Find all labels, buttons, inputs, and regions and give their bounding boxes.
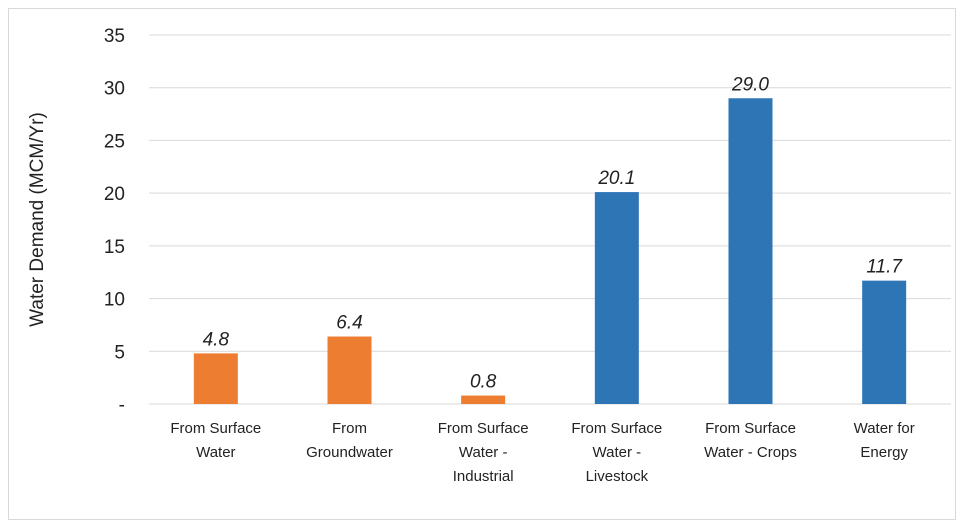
bars bbox=[193, 98, 907, 404]
data-labels: 4.8 6.4 0.8 20.1 29.0 11.7 bbox=[203, 74, 904, 392]
y-tick-label: 15 bbox=[104, 237, 125, 258]
x-tick-label-line: From Surface bbox=[438, 420, 529, 437]
x-tick-label-line: Water - bbox=[593, 444, 642, 461]
x-tick-label-line: From bbox=[332, 420, 367, 437]
x-tick-label-line: Industrial bbox=[453, 468, 514, 485]
y-tick-label: 30 bbox=[104, 79, 125, 100]
bar-chart: - 5 10 15 20 25 30 35 4.8 6.4 0.8 20.1 29.0 11.7 Fro… bbox=[27, 26, 951, 485]
x-tick-label-line: From Surface bbox=[170, 420, 261, 437]
bar bbox=[461, 395, 506, 404]
bar bbox=[193, 353, 238, 404]
x-tick-label: From Surface Water - Crops bbox=[704, 420, 797, 461]
data-label: 20.1 bbox=[597, 168, 635, 189]
data-label: 0.8 bbox=[470, 372, 497, 393]
x-tick-label-line: From Surface bbox=[571, 420, 662, 437]
data-label: 11.7 bbox=[866, 257, 903, 278]
bar bbox=[862, 280, 907, 404]
y-tick-label: - bbox=[119, 395, 125, 416]
x-tick-label-line: From Surface bbox=[705, 420, 796, 437]
y-axis-title: Water Demand (MCM/Yr) bbox=[27, 112, 48, 327]
data-label: 4.8 bbox=[203, 329, 230, 350]
x-tick-label-line: Energy bbox=[860, 444, 908, 461]
x-tick-label-line: Water - bbox=[459, 444, 508, 461]
x-tick-label-line: Livestock bbox=[586, 468, 649, 485]
y-tick-label: 25 bbox=[104, 131, 125, 152]
x-tick-label-line: Water bbox=[196, 444, 235, 461]
data-label: 29.0 bbox=[731, 74, 769, 95]
y-axis-ticks: - 5 10 15 20 25 30 35 bbox=[104, 26, 125, 416]
y-tick-label: 5 bbox=[114, 342, 125, 363]
x-tick-label: From Surface Water - Industrial bbox=[438, 420, 529, 485]
x-tick-label: Water for Energy bbox=[854, 420, 915, 461]
x-tick-label-line: Water - Crops bbox=[704, 444, 797, 461]
x-tick-label: From Surface Water - Livestock bbox=[571, 420, 662, 485]
bar bbox=[728, 98, 773, 404]
category-labels: From Surface Water From Groundwater From Sur… bbox=[170, 420, 914, 485]
x-tick-label-line: Water for bbox=[854, 420, 915, 437]
x-tick-label: From Surface Water bbox=[170, 420, 261, 461]
bar bbox=[594, 192, 639, 404]
y-tick-label: 10 bbox=[104, 290, 125, 311]
data-label: 6.4 bbox=[336, 313, 362, 334]
chart-frame: - 5 10 15 20 25 30 35 4.8 6.4 0.8 20.1 29.0 11.7 Fro… bbox=[8, 8, 956, 520]
y-tick-label: 20 bbox=[104, 184, 125, 205]
x-tick-label-line: Groundwater bbox=[306, 444, 393, 461]
gridlines bbox=[149, 34, 951, 405]
bar bbox=[327, 336, 372, 404]
y-tick-label: 35 bbox=[104, 26, 125, 47]
x-tick-label: From Groundwater bbox=[306, 420, 393, 461]
